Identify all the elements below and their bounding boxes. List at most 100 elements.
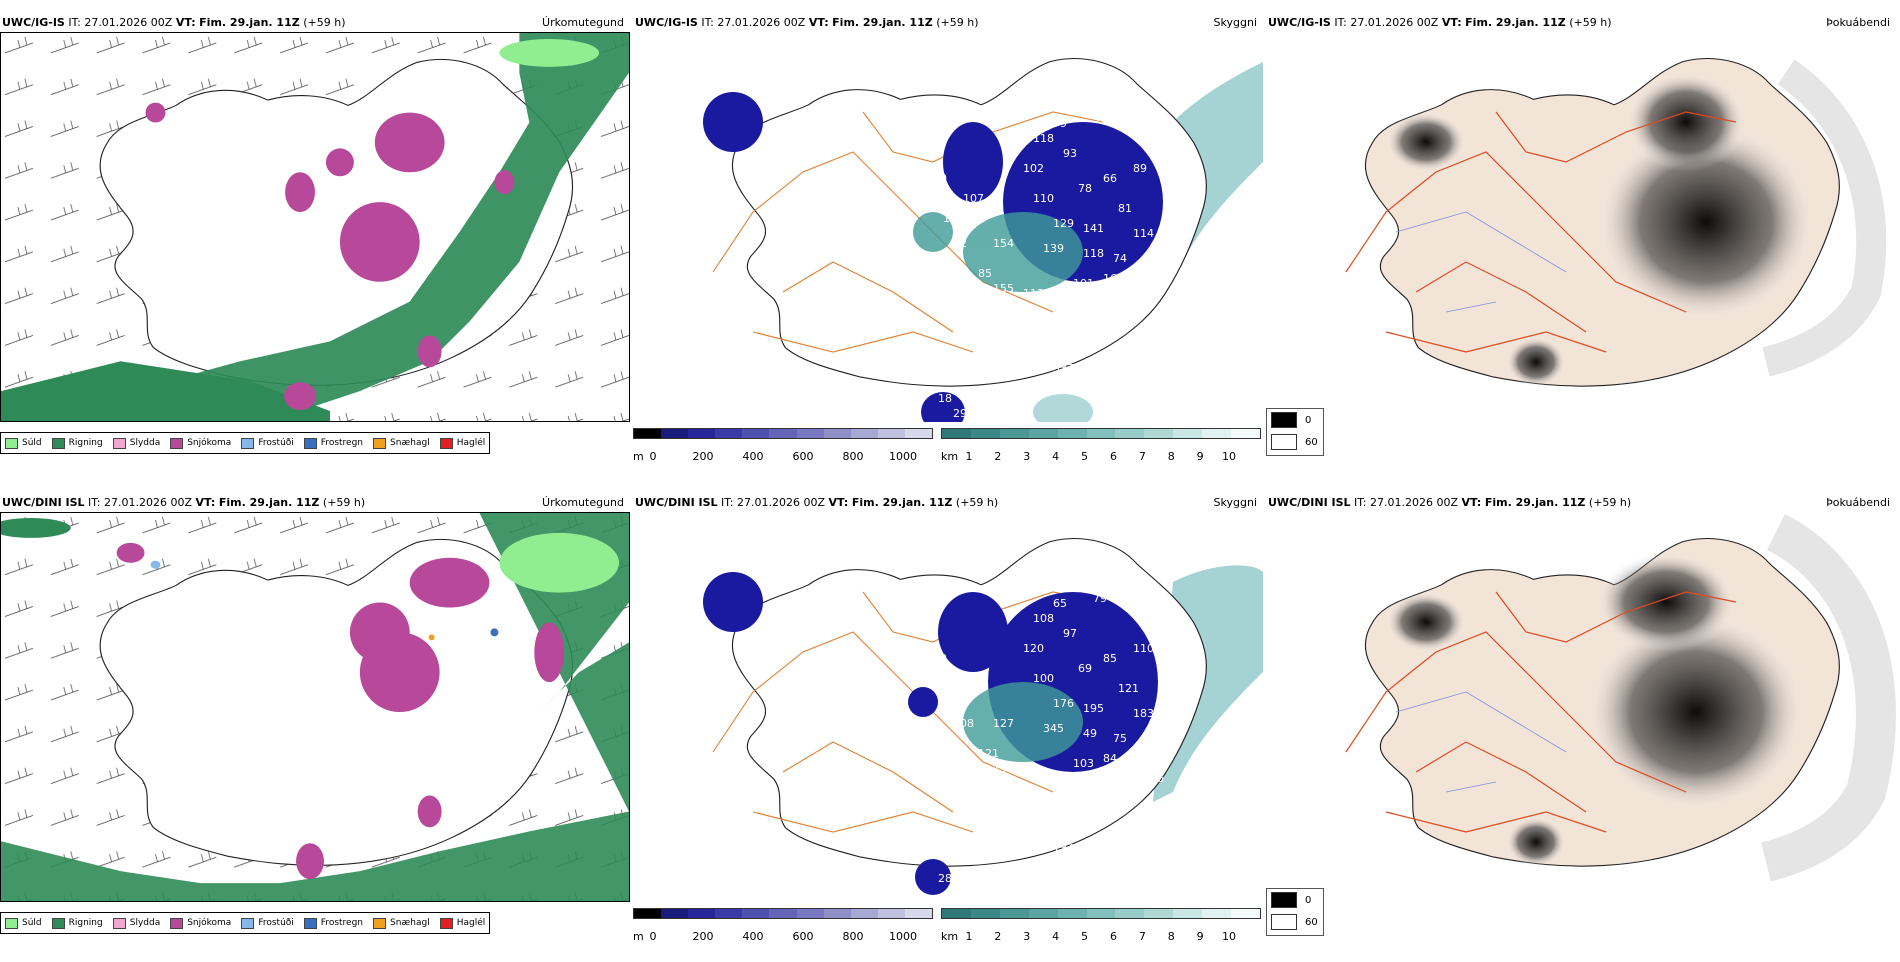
- ceiling-label: 11: [1103, 317, 1117, 330]
- precip-legend: Súld Rigning Slydda Snjókoma Frostúði Frostre…: [0, 912, 491, 934]
- fog-map: [1266, 32, 1896, 422]
- fog-legend-row: 60: [1267, 431, 1323, 453]
- visibility-unit: km: [941, 930, 959, 943]
- colorbar-tick: 400: [742, 450, 764, 463]
- row2-fog-panel: UWC/DINI ISL IT: 27.01.2026 00Z VT: Fim.…: [1266, 492, 1896, 962]
- colorbar-cell: [1057, 909, 1087, 918]
- ceiling-label: 134: [1053, 842, 1074, 855]
- height-ticks: 0 200 400 600 800 1000: [647, 448, 947, 482]
- ceiling-label: 20: [1133, 272, 1147, 285]
- colorbar-tick: 3: [1023, 930, 1031, 943]
- ceiling-label: 322: [953, 887, 974, 900]
- ceiling-label: 165: [1103, 272, 1124, 285]
- colorbar-tick: 9: [1196, 450, 1204, 463]
- colorbar-tick: 6: [1109, 930, 1117, 943]
- legend-label: Haglél: [456, 438, 486, 448]
- colorbar-cell: [904, 909, 933, 918]
- ceiling-label: 121: [1118, 682, 1139, 695]
- legend-label: Snæhagl: [390, 438, 430, 448]
- colorbar-cell: [1202, 429, 1232, 438]
- colorbar-tick: 5: [1081, 450, 1089, 463]
- colorbar-cell: [1144, 909, 1174, 918]
- colorbar-cell: [823, 429, 851, 438]
- row1-precip-panel: UWC/IG-IS IT: 27.01.2026 00Z VT: Fim. 29…: [0, 12, 630, 482]
- legend-label: Slydda: [129, 918, 161, 928]
- colorbar-tick: 2: [994, 450, 1002, 463]
- colorbar-tick: 400: [742, 930, 764, 943]
- ceiling-label: 97: [1063, 627, 1077, 640]
- ceiling-label: 283: [938, 872, 959, 885]
- cloud-map: 79 90 118 93 102 80 78 66 89 107 110 81 52 105 129 141 1…: [633, 32, 1263, 422]
- colorbar-cell: [634, 909, 662, 918]
- legend-swatch: [439, 437, 453, 449]
- colorbar-cell: [661, 909, 689, 918]
- legend-label: Frostregn: [320, 438, 364, 448]
- colorbar-cell: [877, 909, 905, 918]
- colorbar-cell: [688, 429, 716, 438]
- fog-map: [1266, 512, 1896, 902]
- colorbar-cell: [796, 909, 824, 918]
- ceiling-label: 101: [1073, 277, 1094, 290]
- ceiling-label: 295: [953, 407, 974, 420]
- row1-fog-panel: UWC/IG-IS IT: 27.01.2026 00Z VT: Fim. 29…: [1266, 12, 1896, 482]
- colorbar-tick: 7: [1138, 930, 1146, 943]
- legend-label: Snjókoma: [187, 918, 232, 928]
- ceiling-label: 157: [993, 762, 1014, 775]
- ceiling-label: 135: [943, 692, 964, 705]
- legend-swatch: [303, 917, 317, 929]
- colorbar-cell: [742, 429, 770, 438]
- legend-swatch: [5, 917, 18, 929]
- ceiling-label: 52: [1173, 192, 1187, 205]
- panel-title: Skyggni: [1213, 496, 1257, 509]
- legend-label: Rigning: [68, 918, 103, 928]
- ceiling-label: 67: [1173, 672, 1187, 685]
- fog-legend-row: 60: [1267, 911, 1323, 933]
- colorbar-tick: 200: [692, 450, 714, 463]
- ceiling-label: 114: [1133, 227, 1154, 240]
- legend-swatch: [5, 437, 18, 449]
- colorbar-cell: [970, 429, 1000, 438]
- panel-title: Úrkomutegund: [542, 496, 624, 509]
- ceiling-label: 105: [1133, 752, 1154, 765]
- legend-item: Snæhagl: [373, 917, 430, 929]
- legend-swatch: [241, 437, 255, 449]
- ceiling-label: 80: [933, 262, 947, 275]
- precip-legend: Súld Rigning Slydda Snjókoma Frostúði Frostre…: [0, 432, 491, 454]
- ceiling-label: 85: [1103, 652, 1117, 665]
- colorbar-cell: [634, 429, 662, 438]
- colorbar-tick: 1: [965, 450, 973, 463]
- colorbar-cell: [1028, 429, 1058, 438]
- legend-swatch: [241, 917, 255, 929]
- colorbar-cell: [850, 909, 878, 918]
- legend-label: Frostúði: [258, 918, 294, 928]
- colorbar-cell: [1115, 429, 1145, 438]
- legend-swatch: [51, 917, 65, 929]
- legend-item: Frostregn: [303, 917, 363, 929]
- panel-title: Þokuábendi: [1826, 16, 1890, 29]
- ceiling-label: 103: [1073, 757, 1094, 770]
- panel-title: Skyggni: [1213, 16, 1257, 29]
- colorbar-cell: [1144, 429, 1174, 438]
- colorbar-tick: 0: [649, 450, 657, 463]
- colorbar-cell: [1115, 909, 1145, 918]
- legend-swatch: [112, 437, 126, 449]
- legend-label: Frostúði: [258, 438, 294, 448]
- cloud-map: 65 79 108 97 120 80 69 85 110 64 100 121 67 135 176 195…: [633, 512, 1263, 902]
- colorbar-cell: [1231, 909, 1260, 918]
- ceiling-label: 64: [963, 672, 977, 685]
- ceiling-label: 154: [993, 237, 1014, 250]
- ceiling-label: 66: [1103, 172, 1117, 185]
- ceiling-label: 84: [1103, 752, 1117, 765]
- legend-item: Súld: [5, 917, 42, 929]
- colorbar-tick: 4: [1052, 450, 1060, 463]
- panel-title: Þokuábendi: [1826, 496, 1890, 509]
- legend-item: Slydda: [112, 437, 160, 449]
- colorbar-tick: 9: [1196, 930, 1204, 943]
- ceiling-label: 107: [963, 192, 984, 205]
- fog-legend: 0 60: [1266, 888, 1324, 936]
- colorbar-cell: [1173, 909, 1203, 918]
- ceiling-label: 80: [933, 172, 947, 185]
- ceiling-label: 42: [1143, 292, 1157, 305]
- row2-cloud-panel: UWC/DINI ISL IT: 27.01.2026 00Z VT: Fim.…: [633, 492, 1263, 962]
- legend-swatch: [373, 437, 387, 449]
